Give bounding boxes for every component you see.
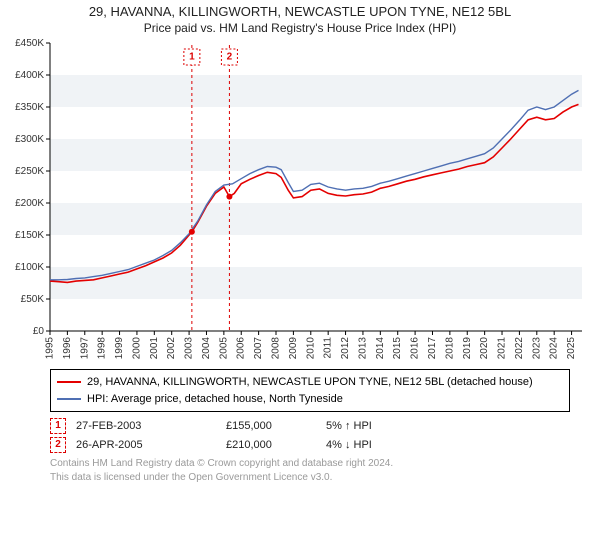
sales-row: 2 26-APR-2005£210,0004% ↓ HPI xyxy=(50,437,570,453)
svg-text:2020: 2020 xyxy=(479,337,490,360)
title-block: 29, HAVANNA, KILLINGWORTH, NEWCASTLE UPO… xyxy=(0,0,600,37)
svg-text:2013: 2013 xyxy=(357,337,368,360)
svg-text:£450K: £450K xyxy=(15,38,44,49)
svg-text:2004: 2004 xyxy=(201,337,212,360)
legend: 29, HAVANNA, KILLINGWORTH, NEWCASTLE UPO… xyxy=(50,369,570,412)
svg-text:1995: 1995 xyxy=(45,337,56,360)
legend-swatch xyxy=(57,398,81,400)
sales-price: £155,000 xyxy=(226,420,326,432)
svg-text:2015: 2015 xyxy=(392,337,403,360)
svg-text:2024: 2024 xyxy=(549,337,560,360)
svg-text:£300K: £300K xyxy=(15,134,44,145)
footer-line1: Contains HM Land Registry data © Crown c… xyxy=(50,457,570,471)
svg-text:£250K: £250K xyxy=(15,166,44,177)
sales-delta: 4% ↓ HPI xyxy=(326,439,372,451)
legend-item: 29, HAVANNA, KILLINGWORTH, NEWCASTLE UPO… xyxy=(57,374,563,391)
svg-text:1996: 1996 xyxy=(62,337,73,360)
footer-note: Contains HM Land Registry data © Crown c… xyxy=(50,457,570,484)
svg-text:2012: 2012 xyxy=(340,337,351,360)
svg-text:£150K: £150K xyxy=(15,230,44,241)
svg-text:2016: 2016 xyxy=(410,337,421,360)
svg-text:2023: 2023 xyxy=(531,337,542,360)
sales-marker: 1 xyxy=(50,418,66,434)
sales-marker: 2 xyxy=(50,437,66,453)
legend-label: 29, HAVANNA, KILLINGWORTH, NEWCASTLE UPO… xyxy=(87,374,533,391)
svg-text:2000: 2000 xyxy=(131,337,142,360)
sales-table: 1 27-FEB-2003£155,0005% ↑ HPI 2 26-APR-2005… xyxy=(50,418,570,453)
svg-text:1998: 1998 xyxy=(97,337,108,360)
svg-text:£400K: £400K xyxy=(15,70,44,81)
svg-text:2: 2 xyxy=(227,52,233,63)
legend-item: HPI: Average price, detached house, Nort… xyxy=(57,391,563,408)
svg-text:2006: 2006 xyxy=(236,337,247,360)
title-line1: 29, HAVANNA, KILLINGWORTH, NEWCASTLE UPO… xyxy=(8,4,592,19)
svg-text:2025: 2025 xyxy=(566,337,577,360)
sales-row: 1 27-FEB-2003£155,0005% ↑ HPI xyxy=(50,418,570,434)
svg-text:£100K: £100K xyxy=(15,262,44,273)
svg-text:1: 1 xyxy=(189,52,195,63)
series-hpi xyxy=(50,90,579,279)
svg-text:2005: 2005 xyxy=(218,337,229,360)
sale-dot xyxy=(189,229,195,235)
svg-text:1997: 1997 xyxy=(79,337,90,360)
svg-text:2021: 2021 xyxy=(497,337,508,360)
svg-text:2018: 2018 xyxy=(444,337,455,360)
svg-text:2002: 2002 xyxy=(166,337,177,360)
chart-container: 29, HAVANNA, KILLINGWORTH, NEWCASTLE UPO… xyxy=(0,0,600,484)
sales-date: 27-FEB-2003 xyxy=(76,420,226,432)
title-line2: Price paid vs. HM Land Registry's House … xyxy=(8,21,592,35)
svg-text:£50K: £50K xyxy=(21,294,45,305)
svg-text:2011: 2011 xyxy=(323,337,334,359)
sales-delta: 5% ↑ HPI xyxy=(326,420,372,432)
svg-text:2022: 2022 xyxy=(514,337,525,360)
legend-label: HPI: Average price, detached house, Nort… xyxy=(87,391,343,408)
legend-swatch xyxy=(57,381,81,383)
svg-text:2007: 2007 xyxy=(253,337,264,360)
sale-dot xyxy=(226,194,232,200)
line-chart: £0 £50K £100K £150K £200K £250K £300K £350K £400… xyxy=(0,37,600,367)
svg-text:1999: 1999 xyxy=(114,337,125,360)
sales-price: £210,000 xyxy=(226,439,326,451)
svg-text:£0: £0 xyxy=(33,326,45,337)
svg-text:£350K: £350K xyxy=(15,102,44,113)
svg-text:£200K: £200K xyxy=(15,198,44,209)
sales-date: 26-APR-2005 xyxy=(76,439,226,451)
svg-text:2010: 2010 xyxy=(305,337,316,360)
svg-text:2001: 2001 xyxy=(149,337,160,360)
svg-text:2003: 2003 xyxy=(184,337,195,360)
footer-line2: This data is licensed under the Open Gov… xyxy=(50,471,570,485)
svg-text:2008: 2008 xyxy=(271,337,282,360)
svg-text:2017: 2017 xyxy=(427,337,438,360)
series-property xyxy=(50,104,579,282)
svg-text:2019: 2019 xyxy=(462,337,473,360)
svg-text:2014: 2014 xyxy=(375,337,386,360)
svg-text:2009: 2009 xyxy=(288,337,299,360)
